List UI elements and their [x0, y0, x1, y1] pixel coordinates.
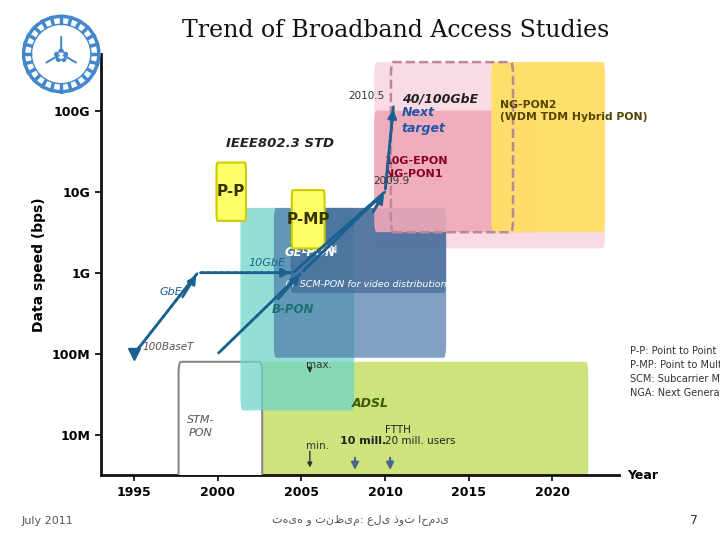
Text: 10GbE: 10GbE — [248, 258, 285, 268]
Text: Trend of Broadband Access Studies: Trend of Broadband Access Studies — [182, 19, 610, 42]
Text: (+ SCM-PON for video distribution): (+ SCM-PON for video distribution) — [284, 280, 450, 289]
Text: Next
target: Next target — [402, 106, 446, 135]
Text: 2009.9: 2009.9 — [374, 176, 410, 186]
Text: G-PON: G-PON — [302, 245, 338, 255]
Y-axis label: Data speed (bps): Data speed (bps) — [32, 197, 46, 332]
FancyBboxPatch shape — [274, 208, 446, 357]
FancyBboxPatch shape — [217, 163, 246, 221]
Text: 10G-EPON
NG-PON1: 10G-EPON NG-PON1 — [385, 156, 449, 179]
FancyBboxPatch shape — [249, 362, 588, 486]
Text: GE-PON: GE-PON — [284, 246, 336, 259]
Text: STM-
PON: STM- PON — [187, 415, 215, 438]
FancyBboxPatch shape — [291, 208, 446, 293]
Text: B-PON: B-PON — [271, 302, 314, 316]
Text: 2010.5: 2010.5 — [348, 91, 384, 102]
Text: ✿: ✿ — [53, 46, 69, 65]
Text: P-P: Point to Point
P-MP: Point to Multipoint
SCM: Subcarrier Modulation
NGA: Ne: P-P: Point to Point P-MP: Point to Multi… — [630, 346, 720, 397]
FancyBboxPatch shape — [374, 111, 538, 232]
Text: ADSL: ADSL — [351, 397, 389, 410]
Text: 7: 7 — [690, 514, 698, 526]
Text: P-P: P-P — [217, 184, 246, 199]
Text: max.: max. — [307, 360, 333, 370]
FancyBboxPatch shape — [292, 190, 325, 248]
Text: P-MP: P-MP — [287, 212, 330, 227]
Text: 40/100GbE: 40/100GbE — [402, 92, 478, 106]
Text: FTTH
20 mill. users: FTTH 20 mill. users — [385, 425, 456, 447]
Text: 100BaseT: 100BaseT — [143, 342, 194, 352]
Text: July 2011: July 2011 — [22, 516, 73, 526]
Text: IEEE802.3 STD: IEEE802.3 STD — [226, 137, 334, 150]
Text: Year: Year — [628, 469, 659, 482]
Text: min.: min. — [307, 441, 330, 451]
Text: GbE: GbE — [159, 287, 182, 298]
FancyBboxPatch shape — [179, 362, 262, 486]
Text: تهیه و تنظیم: علی ذوت احمدی: تهیه و تنظیم: علی ذوت احمدی — [271, 516, 449, 526]
Text: 10 mill.: 10 mill. — [340, 436, 386, 447]
FancyBboxPatch shape — [374, 62, 605, 248]
FancyBboxPatch shape — [240, 208, 354, 410]
Text: NG-PON2
(WDM TDM Hybrid PON): NG-PON2 (WDM TDM Hybrid PON) — [500, 99, 648, 122]
FancyBboxPatch shape — [491, 62, 605, 232]
